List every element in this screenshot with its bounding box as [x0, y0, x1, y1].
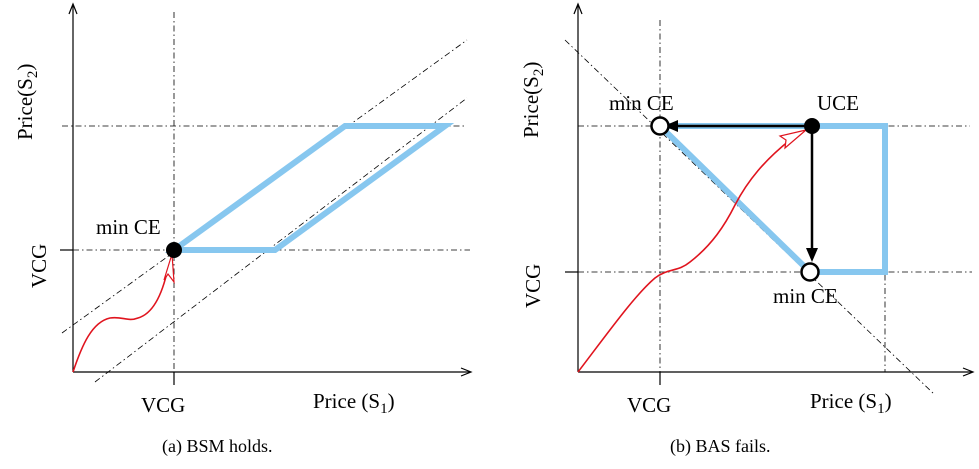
panel-a-x-tick-label: VCG	[141, 393, 185, 417]
panel-b-min-ce-bottom-point	[800, 262, 820, 282]
panel-a-y-tick-label: VCG	[27, 244, 51, 288]
panel-a-core-region	[164, 123, 455, 253]
panel-a: min CE VCG VCG Price (S1) Price(S2) (a) …	[13, 2, 473, 457]
panel-b-x-tick-label: VCG	[627, 393, 671, 417]
panel-b-uce-label: UCE	[817, 91, 859, 115]
panel-a-lower-diagonal-guide	[94, 97, 468, 383]
panel-b-path-arrowhead	[778, 129, 807, 150]
panel-b-caption: (b) BAS fails.	[670, 436, 771, 457]
panel-b-down-arrowhead	[806, 248, 818, 262]
panel-b-min-ce-bottom-label: min CE	[773, 284, 838, 308]
panel-b-diagonal-guide	[564, 39, 936, 396]
panel-a-y-axis-arrow	[68, 2, 78, 15]
panel-b-bidding-path	[577, 139, 791, 373]
panel-a-x-axis-label: Price (S1)	[313, 389, 395, 417]
panel-b-min-ce-top-point	[650, 116, 670, 136]
panel-b-y-tick-label: VCG	[521, 264, 545, 308]
panel-a-y-axis-label: Price(S2)	[13, 64, 41, 140]
panel-a-x-axis-arrow	[460, 367, 473, 377]
panel-b-core-region	[652, 123, 888, 275]
panel-b-x-axis-arrow	[962, 367, 975, 377]
panel-a-path-arrowhead	[163, 253, 175, 284]
panel-a-caption: (a) BSM holds.	[162, 436, 273, 457]
panel-b-uce-point	[804, 118, 820, 134]
panel-b-x-axis-label: Price (S1)	[810, 389, 892, 417]
panel-a-bidding-path	[72, 267, 169, 373]
panel-a-min-ce-label: min CE	[96, 215, 161, 239]
panel-b-y-axis-label: Price(S2)	[519, 62, 547, 138]
panel-b-y-axis-arrow	[573, 2, 583, 15]
panel-b-min-ce-top-label: min CE	[609, 91, 674, 115]
panel-b-left-arrowhead	[664, 120, 678, 132]
panel-a-min-ce-point	[166, 242, 182, 258]
panel-b: min CE UCE min CE VCG VCG Price (S1) Pri…	[519, 2, 975, 457]
panel-a-upper-diagonal-guide	[61, 39, 468, 334]
